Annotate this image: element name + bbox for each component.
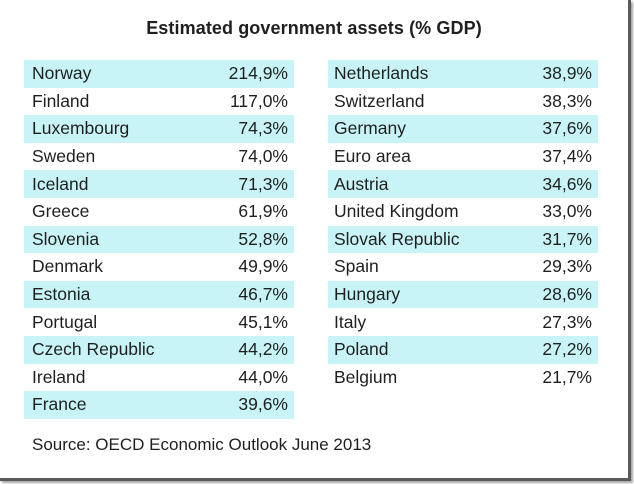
right-column: Netherlands 38,9% Switzerland 38,3% German…	[328, 60, 598, 419]
table-row: Greece 61,9%	[24, 198, 294, 226]
table-row: Luxembourg 74,3%	[24, 115, 294, 143]
country-name: Poland	[334, 339, 389, 360]
country-name: Portugal	[32, 311, 98, 332]
table-row: Denmark 49,9%	[24, 253, 294, 281]
table-row: Germany 37,6%	[328, 115, 598, 143]
country-name: Slovak Republic	[334, 228, 460, 249]
asset-value: 33,0%	[542, 201, 592, 222]
country-name: Finland	[32, 90, 90, 111]
table-row: United Kingdom 33,0%	[328, 198, 598, 226]
country-name: Sweden	[32, 146, 96, 167]
asset-value: 117,0%	[229, 90, 288, 111]
asset-value: 39,6%	[238, 394, 288, 415]
table-row: Slovak Republic 31,7%	[328, 225, 598, 254]
table-row: Czech Republic 44,2%	[24, 335, 294, 364]
table-row: France 39,6%	[24, 391, 294, 419]
asset-value: 31,7%	[542, 228, 592, 249]
asset-value: 38,3%	[542, 90, 592, 111]
table-row: Portugal 45,1%	[24, 308, 294, 336]
asset-value: 21,7%	[542, 366, 592, 387]
country-name: Slovenia	[32, 228, 100, 249]
asset-value: 27,2%	[542, 339, 592, 360]
table-row: Poland 27,2%	[328, 335, 598, 364]
asset-value: 52,8%	[238, 228, 288, 249]
asset-value: 44,2%	[238, 339, 288, 360]
asset-value: 38,9%	[542, 63, 592, 84]
table-row: Spain 29,3%	[328, 253, 598, 281]
country-name: Spain	[334, 256, 379, 277]
table-title: Estimated government assets (% GDP)	[146, 18, 482, 38]
table-row: Switzerland 38,3%	[328, 88, 598, 116]
country-name: Luxembourg	[32, 118, 130, 139]
country-name: Iceland	[32, 173, 89, 194]
table-row: Netherlands 38,9%	[328, 60, 598, 88]
table-row: Estonia 46,7%	[24, 280, 294, 309]
table-row: Slovenia 52,8%	[24, 225, 294, 254]
assets-table: Norway 214,9% Finland 117,0% Luxembourg 74,…	[24, 60, 598, 419]
table-row: Hungary 28,6%	[328, 280, 598, 309]
country-name: Italy	[334, 311, 367, 332]
country-name: Czech Republic	[32, 339, 155, 360]
country-name: Euro area	[334, 146, 411, 167]
country-name: Greece	[32, 201, 90, 222]
asset-value: 27,3%	[542, 311, 592, 332]
asset-value: 37,4%	[542, 146, 592, 167]
country-name: Belgium	[334, 366, 398, 387]
asset-value: 45,1%	[238, 311, 288, 332]
table-row: Austria 34,6%	[328, 170, 598, 198]
country-name: Norway	[32, 63, 92, 84]
asset-value: 44,0%	[238, 366, 288, 387]
asset-value: 34,6%	[542, 173, 592, 194]
country-name: Netherlands	[334, 63, 429, 84]
asset-value: 46,7%	[238, 284, 288, 305]
asset-value: 71,3%	[238, 173, 288, 194]
asset-value: 74,0%	[238, 146, 288, 167]
table-row: Norway 214,9%	[24, 60, 294, 88]
left-column: Norway 214,9% Finland 117,0% Luxembourg 74,…	[24, 60, 294, 419]
asset-value: 214,9%	[228, 63, 288, 84]
table-row: Ireland 44,0%	[24, 364, 294, 392]
asset-value: 74,3%	[238, 118, 288, 139]
asset-value: 28,6%	[542, 284, 592, 305]
country-name: France	[32, 394, 87, 415]
country-name: Estonia	[32, 284, 91, 305]
table-row: Iceland 71,3%	[24, 170, 294, 198]
country-name: Switzerland	[334, 90, 425, 111]
asset-value: 61,9%	[238, 201, 288, 222]
asset-value: 37,6%	[542, 118, 592, 139]
country-name: Germany	[334, 118, 406, 139]
table-row: Sweden 74,0%	[24, 143, 294, 171]
country-name: United Kingdom	[334, 201, 459, 222]
table-row: Finland 117,0%	[24, 88, 294, 116]
asset-value: 29,3%	[542, 256, 592, 277]
asset-value: 49,9%	[238, 256, 288, 277]
country-name: Ireland	[32, 366, 86, 387]
table-row: Belgium 21,7%	[328, 364, 598, 392]
table-row: Euro area 37,4%	[328, 143, 598, 171]
country-name: Hungary	[334, 284, 401, 305]
country-name: Denmark	[32, 256, 103, 277]
country-name: Austria	[334, 173, 389, 194]
source-note: Source: OECD Economic Outlook June 2013	[32, 435, 372, 454]
table-row: Italy 27,3%	[328, 308, 598, 336]
